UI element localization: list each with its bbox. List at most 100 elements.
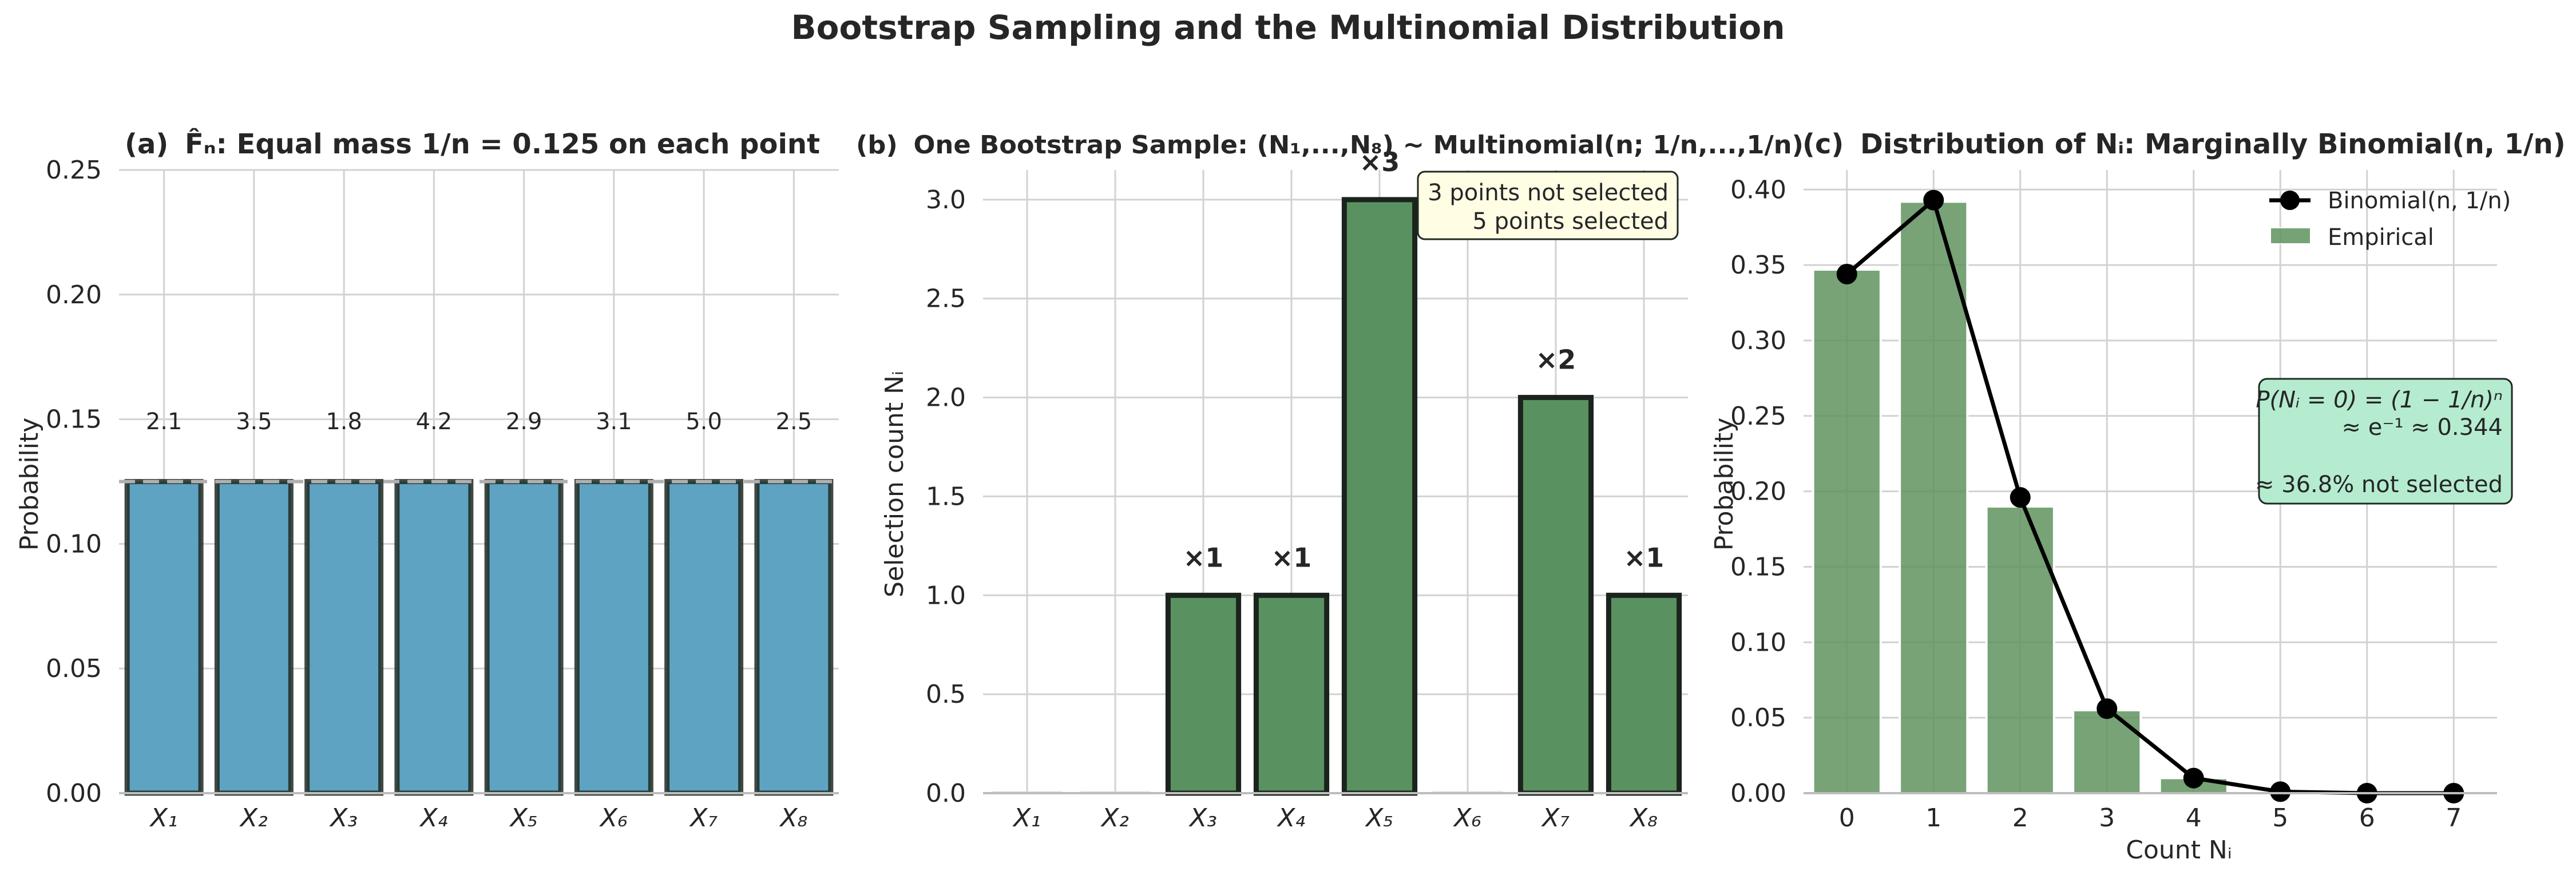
panel-a-plot: 0.00 0.05 0.10 0.15 0.20 0.25 X₁ X₂ X₃ X₄ X₅ X₆ X₇ X₈… xyxy=(46,156,839,833)
panel-a-ytick-label: 0.20 xyxy=(46,280,102,310)
panel-c-ytick-label: 0.40 xyxy=(1730,175,1786,204)
panel-b-bar-label: ×1 xyxy=(1271,542,1312,573)
panel-a-title-prefix: (a) xyxy=(125,128,168,160)
panel-b-ytick-label: 2.5 xyxy=(926,284,966,314)
legend-empirical-label: Empirical xyxy=(2328,224,2434,251)
panel-a-title-text: F̂ₙ: Equal mass 1/n = 0.125 on each poin… xyxy=(185,128,820,160)
panel-b-xtick-label: X₁ xyxy=(1012,803,1041,833)
panel-a-ytick-label: 0.25 xyxy=(46,156,102,185)
panel-b-ylabel: Selection count Nᵢ xyxy=(880,371,909,597)
panel-c-binomial-point xyxy=(1923,189,1944,211)
panel-c-xtick-label: 2 xyxy=(2012,803,2028,833)
panel-b-bar xyxy=(1165,592,1242,796)
panel-b-bar xyxy=(1253,592,1330,796)
panel-a-bar-label: 2.9 xyxy=(506,409,542,435)
panel-b-title: (b) One Bootstrap Sample: (N₁,...,N₈) ~ … xyxy=(856,130,1804,160)
panel-c-xtick-label: 5 xyxy=(2272,803,2288,833)
panel-b-title-prefix: (b) xyxy=(856,130,898,160)
panel-b-bar-label: ×1 xyxy=(1183,542,1224,573)
panel-b-bar-label: ×3 xyxy=(1360,146,1400,177)
panel-c-bar xyxy=(1899,200,1969,794)
panel-c-ytick-label: 0.25 xyxy=(1730,402,1786,431)
panel-b-ytick-label: 1.0 xyxy=(926,581,966,610)
panel-a-bar xyxy=(484,479,564,796)
panel-c-title-prefix: (c) xyxy=(1802,128,1844,160)
panel-a-ylabel: Probability xyxy=(15,418,44,551)
panel-c-annotation-line-2: ≈ e⁻¹ ≈ 0.344 xyxy=(2342,414,2503,441)
panel-c-ytick-label: 0.35 xyxy=(1730,251,1786,280)
panel-b-title-text: One Bootstrap Sample: (N₁,...,N₈) ~ Mult… xyxy=(914,130,1804,160)
panel-a-bar-label: 4.2 xyxy=(416,409,453,435)
panel-c-binomial-point xyxy=(1836,263,1857,284)
panel-a-ytick-label: 0.05 xyxy=(46,654,102,683)
panel-b: (b) One Bootstrap Sample: (N₁,...,N₈) ~ … xyxy=(856,130,1804,833)
panel-a-ytick-label: 0.00 xyxy=(46,779,102,808)
figure-title: Bootstrap Sampling and the Multinomial D… xyxy=(791,8,1785,47)
panel-c-binomial-point xyxy=(2097,698,2118,719)
panel-a-xtick-label: X₇ xyxy=(689,803,718,833)
panel-a-bar xyxy=(124,479,204,796)
panel-a-bar xyxy=(394,479,474,796)
panel-a-xtick-label: X₁ xyxy=(149,803,178,833)
legend-binomial-label: Binomial(n, 1/n) xyxy=(2328,188,2511,214)
panel-a-bar xyxy=(214,479,294,796)
panel-b-ytick-label: 0.0 xyxy=(926,779,966,808)
panel-b-bar-label: ×2 xyxy=(1536,345,1576,375)
panel-a-xtick-label: X₈ xyxy=(779,803,807,833)
panel-b-bar xyxy=(1517,395,1594,796)
panel-a-bar-label: 5.0 xyxy=(685,409,722,435)
panel-c-ytick-label: 0.30 xyxy=(1730,326,1786,355)
panel-a-ytick-label: 0.15 xyxy=(46,405,102,434)
panel-b-ytick-label: 2.0 xyxy=(926,383,966,413)
panel-a-bar-label: 2.1 xyxy=(146,409,183,435)
panel-b-xtick-label: X₈ xyxy=(1629,803,1658,833)
panel-a-ytick-label: 0.10 xyxy=(46,529,102,559)
panel-c-title: (c) Distribution of Nᵢ: Marginally Binom… xyxy=(1802,128,2566,160)
panel-c-xtick-label: 3 xyxy=(2099,803,2115,833)
panel-c-legend: Binomial(n, 1/n) Empirical xyxy=(2269,188,2511,251)
panel-c-annotation-box: P(Nᵢ = 0) = (1 − 1/n)ⁿ ≈ e⁻¹ ≈ 0.344 ≈ 3… xyxy=(2255,378,2513,505)
panel-c-plot: 0 1 2 3 4 5 6 7 0.00 0.05 0.10 0.15 0.20 0.25 0.30 0.35… xyxy=(1730,170,2497,833)
panel-c-bar xyxy=(1812,268,1882,794)
panel-a-bar xyxy=(754,479,834,796)
panel-b-ytick-label: 1.5 xyxy=(926,482,966,511)
panel-a-bar xyxy=(664,479,744,796)
panel-a-bar-label: 3.5 xyxy=(236,409,272,435)
panel-a-xtick-label: X₅ xyxy=(509,803,538,833)
panel-b-xtick-label: X₄ xyxy=(1277,803,1305,833)
legend-empirical-swatch xyxy=(2270,227,2311,244)
panel-b-annotation-box: 3 points not selected 5 points selected xyxy=(1417,171,1679,240)
panel-c-title-text: Distribution of Nᵢ: Marginally Binomial(… xyxy=(1860,128,2566,160)
panel-a-bar-label: 1.8 xyxy=(326,409,362,435)
panel-c-xtick-label: 0 xyxy=(1839,803,1855,833)
panel-a-xtick-label: X₄ xyxy=(419,803,447,833)
panel-a-xtick-label: X₃ xyxy=(329,803,358,833)
panel-c-annotation-line-1: P(Nᵢ = 0) = (1 − 1/n)ⁿ xyxy=(2256,387,2503,413)
panel-b-xtick-label: X₇ xyxy=(1541,803,1570,833)
panel-c-xtick-label: 1 xyxy=(1925,803,1941,833)
panel-c-binomial-point xyxy=(2270,781,2291,802)
panel-b-plot: 0.0 0.5 1.0 1.5 2.0 2.5 3.0 X₁ X₂ X₃ X₄ X₅ X₆ X₇ X₈ ×1 ×… xyxy=(926,146,1688,833)
panel-b-annotation-line-1: 3 points not selected xyxy=(1428,180,1669,206)
panel-c-xtick-label: 4 xyxy=(2186,803,2202,833)
panel-c-xtick-label: 7 xyxy=(2446,803,2462,833)
panel-c-binomial-point xyxy=(2183,767,2204,789)
panel-c-bar xyxy=(1985,505,2055,794)
panel-b-xtick-label: X₂ xyxy=(1100,803,1129,833)
panel-b-annotation-line-2: 5 points selected xyxy=(1472,208,1669,235)
panel-c-ylabel: Probability xyxy=(1710,418,1739,551)
panel-b-xtick-label: X₆ xyxy=(1453,803,1481,833)
panel-c-binomial-point xyxy=(2010,487,2031,508)
panel-b-bar xyxy=(1341,197,1418,796)
panel-c-xtick-label: 6 xyxy=(2359,803,2375,833)
panel-b-xtick-label: X₃ xyxy=(1188,803,1217,833)
panel-a-bar-label: 3.1 xyxy=(596,409,632,435)
panel-c-annotation-line-3: ≈ 36.8% not selected xyxy=(2255,472,2503,498)
legend-binomial-marker xyxy=(2280,191,2300,210)
panel-c-ytick-label: 0.15 xyxy=(1730,552,1786,581)
panel-a-bar-label: 2.5 xyxy=(776,409,813,435)
panel-b-xtick-label: X₅ xyxy=(1365,803,1393,833)
panel-c-xlabel: Count Nᵢ xyxy=(2126,836,2232,865)
panel-c-ytick-label: 0.00 xyxy=(1730,779,1786,808)
panel-c: (c) Distribution of Nᵢ: Marginally Binom… xyxy=(1710,128,2566,865)
